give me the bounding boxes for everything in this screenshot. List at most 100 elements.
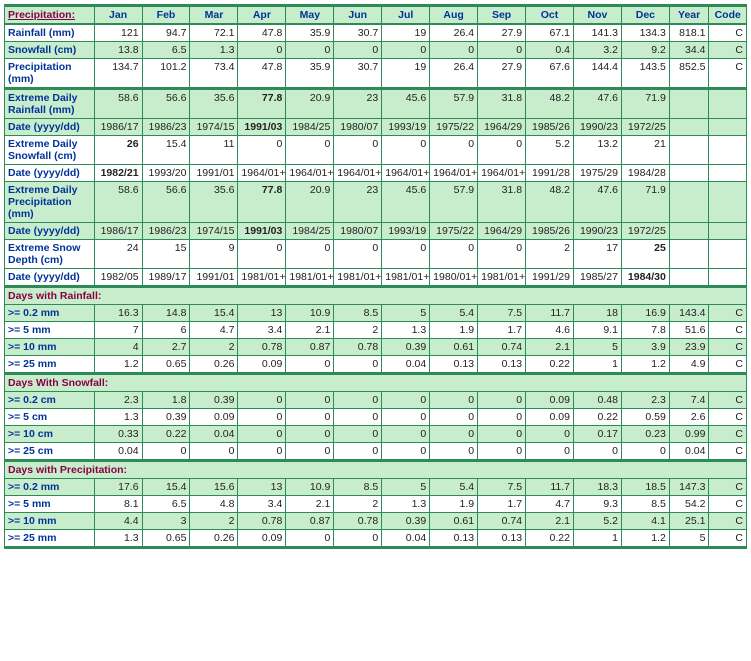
cell: 0: [621, 443, 669, 461]
cell: 0: [286, 392, 334, 409]
cell: [709, 165, 747, 182]
cell: 143.4: [669, 305, 709, 322]
cell: 77.8: [238, 182, 286, 223]
cell: 1964/01+: [238, 165, 286, 182]
cell: 0: [238, 42, 286, 59]
cell: 1972/25: [621, 223, 669, 240]
cell: 26.4: [430, 59, 478, 89]
cell: 1986/17: [94, 223, 142, 240]
cell: 8.5: [334, 305, 382, 322]
row-label: Date (yyyy/dd): [5, 223, 95, 240]
cell: 2: [526, 240, 574, 269]
cell: 0: [238, 426, 286, 443]
cell: 1.3: [94, 409, 142, 426]
cell: 5: [669, 530, 709, 548]
header-jul: Jul: [382, 6, 430, 25]
table-row: >= 5 mm764.73.42.121.31.91.74.69.17.851.…: [5, 322, 747, 339]
cell: 141.3: [573, 24, 621, 42]
cell: 0: [286, 240, 334, 269]
cell: [669, 240, 709, 269]
cell: [669, 89, 709, 119]
row-label: >= 10 mm: [5, 339, 95, 356]
cell: 4.6: [526, 322, 574, 339]
cell: [709, 136, 747, 165]
table-row: >= 0.2 mm17.615.415.61310.98.555.47.511.…: [5, 479, 747, 496]
cell: 0.04: [669, 443, 709, 461]
cell: 0: [334, 530, 382, 548]
cell: 0.13: [430, 356, 478, 374]
cell: 3.2: [573, 42, 621, 59]
cell: 0.04: [94, 443, 142, 461]
cell: 4.7: [190, 322, 238, 339]
header-apr: Apr: [238, 6, 286, 25]
header-nov: Nov: [573, 6, 621, 25]
row-label: >= 0.2 cm: [5, 392, 95, 409]
cell: 48.2: [526, 182, 574, 223]
cell: 23: [334, 89, 382, 119]
cell: 48.2: [526, 89, 574, 119]
cell: [669, 136, 709, 165]
row-label: Rainfall (mm): [5, 24, 95, 42]
cell: 0.22: [526, 530, 574, 548]
cell: 4.1: [621, 513, 669, 530]
cell: [709, 119, 747, 136]
cell: 26.4: [430, 24, 478, 42]
cell: 3: [142, 513, 190, 530]
cell: 0: [430, 240, 478, 269]
cell: 2: [334, 322, 382, 339]
cell: 0: [238, 409, 286, 426]
cell: 27.9: [478, 24, 526, 42]
cell: 10.9: [286, 479, 334, 496]
cell: 0.78: [238, 513, 286, 530]
cell: 25: [621, 240, 669, 269]
cell: 31.8: [478, 182, 526, 223]
table-row: Date (yyyy/dd)1986/171986/231974/151991/…: [5, 223, 747, 240]
cell: 0: [286, 136, 334, 165]
cell: 0: [382, 392, 430, 409]
cell: 1.2: [621, 356, 669, 374]
cell: 0.78: [334, 339, 382, 356]
row-label: Precipitation (mm): [5, 59, 95, 89]
cell: C: [709, 409, 747, 426]
cell: 15.4: [142, 479, 190, 496]
cell: 67.6: [526, 59, 574, 89]
cell: 0: [382, 426, 430, 443]
cell: 9.1: [573, 322, 621, 339]
row-label: >= 25 cm: [5, 443, 95, 461]
cell: 0: [526, 443, 574, 461]
cell: 1984/25: [286, 119, 334, 136]
cell: 0: [430, 426, 478, 443]
cell: 56.6: [142, 182, 190, 223]
cell: 2: [190, 513, 238, 530]
table-row: Date (yyyy/dd)1982/211993/201991/011964/…: [5, 165, 747, 182]
header-jun: Jun: [334, 6, 382, 25]
cell: 47.8: [238, 24, 286, 42]
cell: 1964/01+: [286, 165, 334, 182]
cell: 0: [430, 392, 478, 409]
cell: C: [709, 305, 747, 322]
cell: 0.13: [478, 530, 526, 548]
cell: 35.6: [190, 182, 238, 223]
cell: 1981/01+: [286, 269, 334, 287]
cell: 1975/22: [430, 119, 478, 136]
cell: 1980/07: [334, 223, 382, 240]
cell: 0.26: [190, 356, 238, 374]
cell: 0.04: [382, 530, 430, 548]
cell: 1990/23: [573, 119, 621, 136]
cell: 8.5: [621, 496, 669, 513]
cell: 0.87: [286, 513, 334, 530]
cell: 0: [334, 240, 382, 269]
cell: 0: [382, 42, 430, 59]
cell: 77.8: [238, 89, 286, 119]
cell: 1993/20: [142, 165, 190, 182]
cell: 4.8: [190, 496, 238, 513]
cell: 1964/01+: [430, 165, 478, 182]
cell: 1981/01+: [238, 269, 286, 287]
cell: 1.9: [430, 496, 478, 513]
cell: 1986/23: [142, 223, 190, 240]
cell: 72.1: [190, 24, 238, 42]
cell: 71.9: [621, 182, 669, 223]
cell: 0: [382, 136, 430, 165]
cell: 1972/25: [621, 119, 669, 136]
cell: 30.7: [334, 59, 382, 89]
